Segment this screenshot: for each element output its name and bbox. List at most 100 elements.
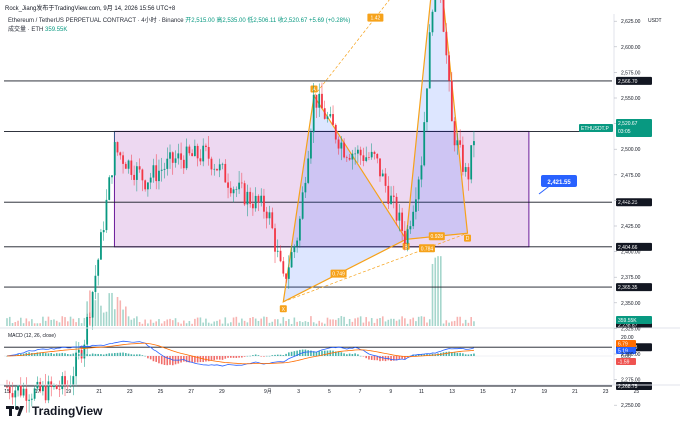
time-tick-label: 17 xyxy=(35,389,41,395)
macd-histogram-bar xyxy=(31,353,33,356)
macd-histogram-bar xyxy=(390,356,392,361)
candle-body xyxy=(163,168,166,170)
volume-label[interactable]: 成交量 · ETH xyxy=(8,27,44,33)
candle-body xyxy=(19,385,22,396)
macd-histogram-bar xyxy=(113,353,116,356)
macd-histogram-bar xyxy=(290,351,293,356)
time-tick-label: 29 xyxy=(219,389,225,395)
level-price-label: 2,404.66 xyxy=(618,245,638,251)
candle-body xyxy=(348,157,351,160)
volume-bar xyxy=(185,323,188,326)
candle-body xyxy=(180,153,182,160)
candle-body xyxy=(301,192,304,219)
candle-body xyxy=(158,170,160,182)
volume-bar xyxy=(282,317,285,326)
volume-bar xyxy=(47,316,50,326)
macd-histogram-bar xyxy=(47,353,50,356)
macd-histogram-bar xyxy=(205,356,207,362)
macd-histogram-bar xyxy=(304,349,307,356)
volume-bar xyxy=(136,316,138,326)
volume-bar xyxy=(434,257,437,326)
macd-histogram-bar xyxy=(420,354,423,356)
macd-histogram-bar xyxy=(158,356,160,364)
volume-bar xyxy=(221,323,224,326)
candle-body xyxy=(44,385,47,401)
candle-body xyxy=(86,316,89,345)
volume-bar xyxy=(36,323,39,326)
volume-bar xyxy=(191,323,193,326)
candle-body xyxy=(130,160,133,175)
candle-body xyxy=(116,142,119,153)
macd-histogram-bar xyxy=(221,356,224,360)
macd-histogram-bar xyxy=(152,356,155,362)
volume-bar xyxy=(224,317,227,326)
macd-histogram-bar xyxy=(227,356,229,358)
macd-histogram-bar xyxy=(75,353,77,356)
candle-body xyxy=(461,144,464,172)
volume-bar xyxy=(28,321,30,326)
macd-histogram-bar xyxy=(362,356,365,357)
volume-bar xyxy=(420,316,423,326)
candle-body xyxy=(152,165,155,178)
volume-bar xyxy=(301,322,304,326)
candle-body xyxy=(147,182,149,190)
candle-body xyxy=(221,163,224,165)
volume-bar xyxy=(379,318,381,326)
candle-body xyxy=(246,191,249,205)
volume-bar xyxy=(340,316,343,326)
macd-histogram-bar xyxy=(279,354,282,356)
volume-bar xyxy=(398,319,401,326)
volume-bar xyxy=(141,323,144,326)
macd-histogram-bar xyxy=(260,356,262,357)
volume-bar xyxy=(44,320,47,326)
macd-histogram-bar xyxy=(351,354,354,356)
volume-bar xyxy=(326,317,329,326)
macd-histogram-bar xyxy=(312,351,315,356)
volume-bar xyxy=(64,317,66,326)
ohlc-values: 开2,515.00 高2,535.00 低2,506.11 收2,520.67 … xyxy=(185,18,351,24)
macd-histogram-bar xyxy=(130,354,133,356)
volume-bar xyxy=(307,321,309,326)
candle-body xyxy=(321,93,323,109)
macd-histogram-bar xyxy=(299,349,301,356)
volume-bar xyxy=(315,323,318,326)
candle-body xyxy=(119,152,122,156)
volume-bar xyxy=(66,321,69,326)
volume-bar xyxy=(183,320,185,326)
volume-bar xyxy=(288,319,290,326)
macd-signal-line xyxy=(6,342,474,365)
macd-histogram-bar xyxy=(83,354,86,356)
volume-bar xyxy=(196,317,199,326)
candle-body xyxy=(409,226,412,230)
volume-bar xyxy=(218,319,221,326)
macd-histogram-bar xyxy=(36,352,39,356)
candle-body xyxy=(8,386,11,394)
volume-bar xyxy=(75,322,77,326)
candle-body xyxy=(334,124,337,140)
macd-histogram-bar xyxy=(398,356,401,360)
volume-bar xyxy=(100,305,102,326)
candle-body xyxy=(30,398,33,400)
macd-histogram-bar xyxy=(323,350,326,356)
volume-bar xyxy=(401,316,403,326)
volume-bar xyxy=(456,316,459,326)
pattern-point-label: X xyxy=(282,307,286,313)
symbol-price-tag xyxy=(579,124,613,133)
symbol-title[interactable]: Ethereum / TetherUS PERPETUAL CONTRACT ·… xyxy=(8,18,184,24)
macd-histogram-bar xyxy=(89,354,91,356)
candle-body xyxy=(193,145,196,157)
level-price-label: 2,365.35 xyxy=(618,285,638,291)
macd-histogram-bar xyxy=(467,354,470,356)
candle-body xyxy=(318,93,321,108)
tradingview-logo[interactable]: TradingView xyxy=(6,404,102,418)
macd-histogram-bar xyxy=(194,356,196,363)
candle-body xyxy=(127,160,130,169)
price-tick-label: 2,500.00 xyxy=(621,147,641,153)
candle-body xyxy=(296,240,299,247)
time-tick-label: 25 xyxy=(634,389,640,395)
volume-bar xyxy=(243,320,246,326)
volume-bar xyxy=(205,318,207,326)
candle-body xyxy=(249,191,252,204)
macd-histogram-bar xyxy=(359,355,362,357)
